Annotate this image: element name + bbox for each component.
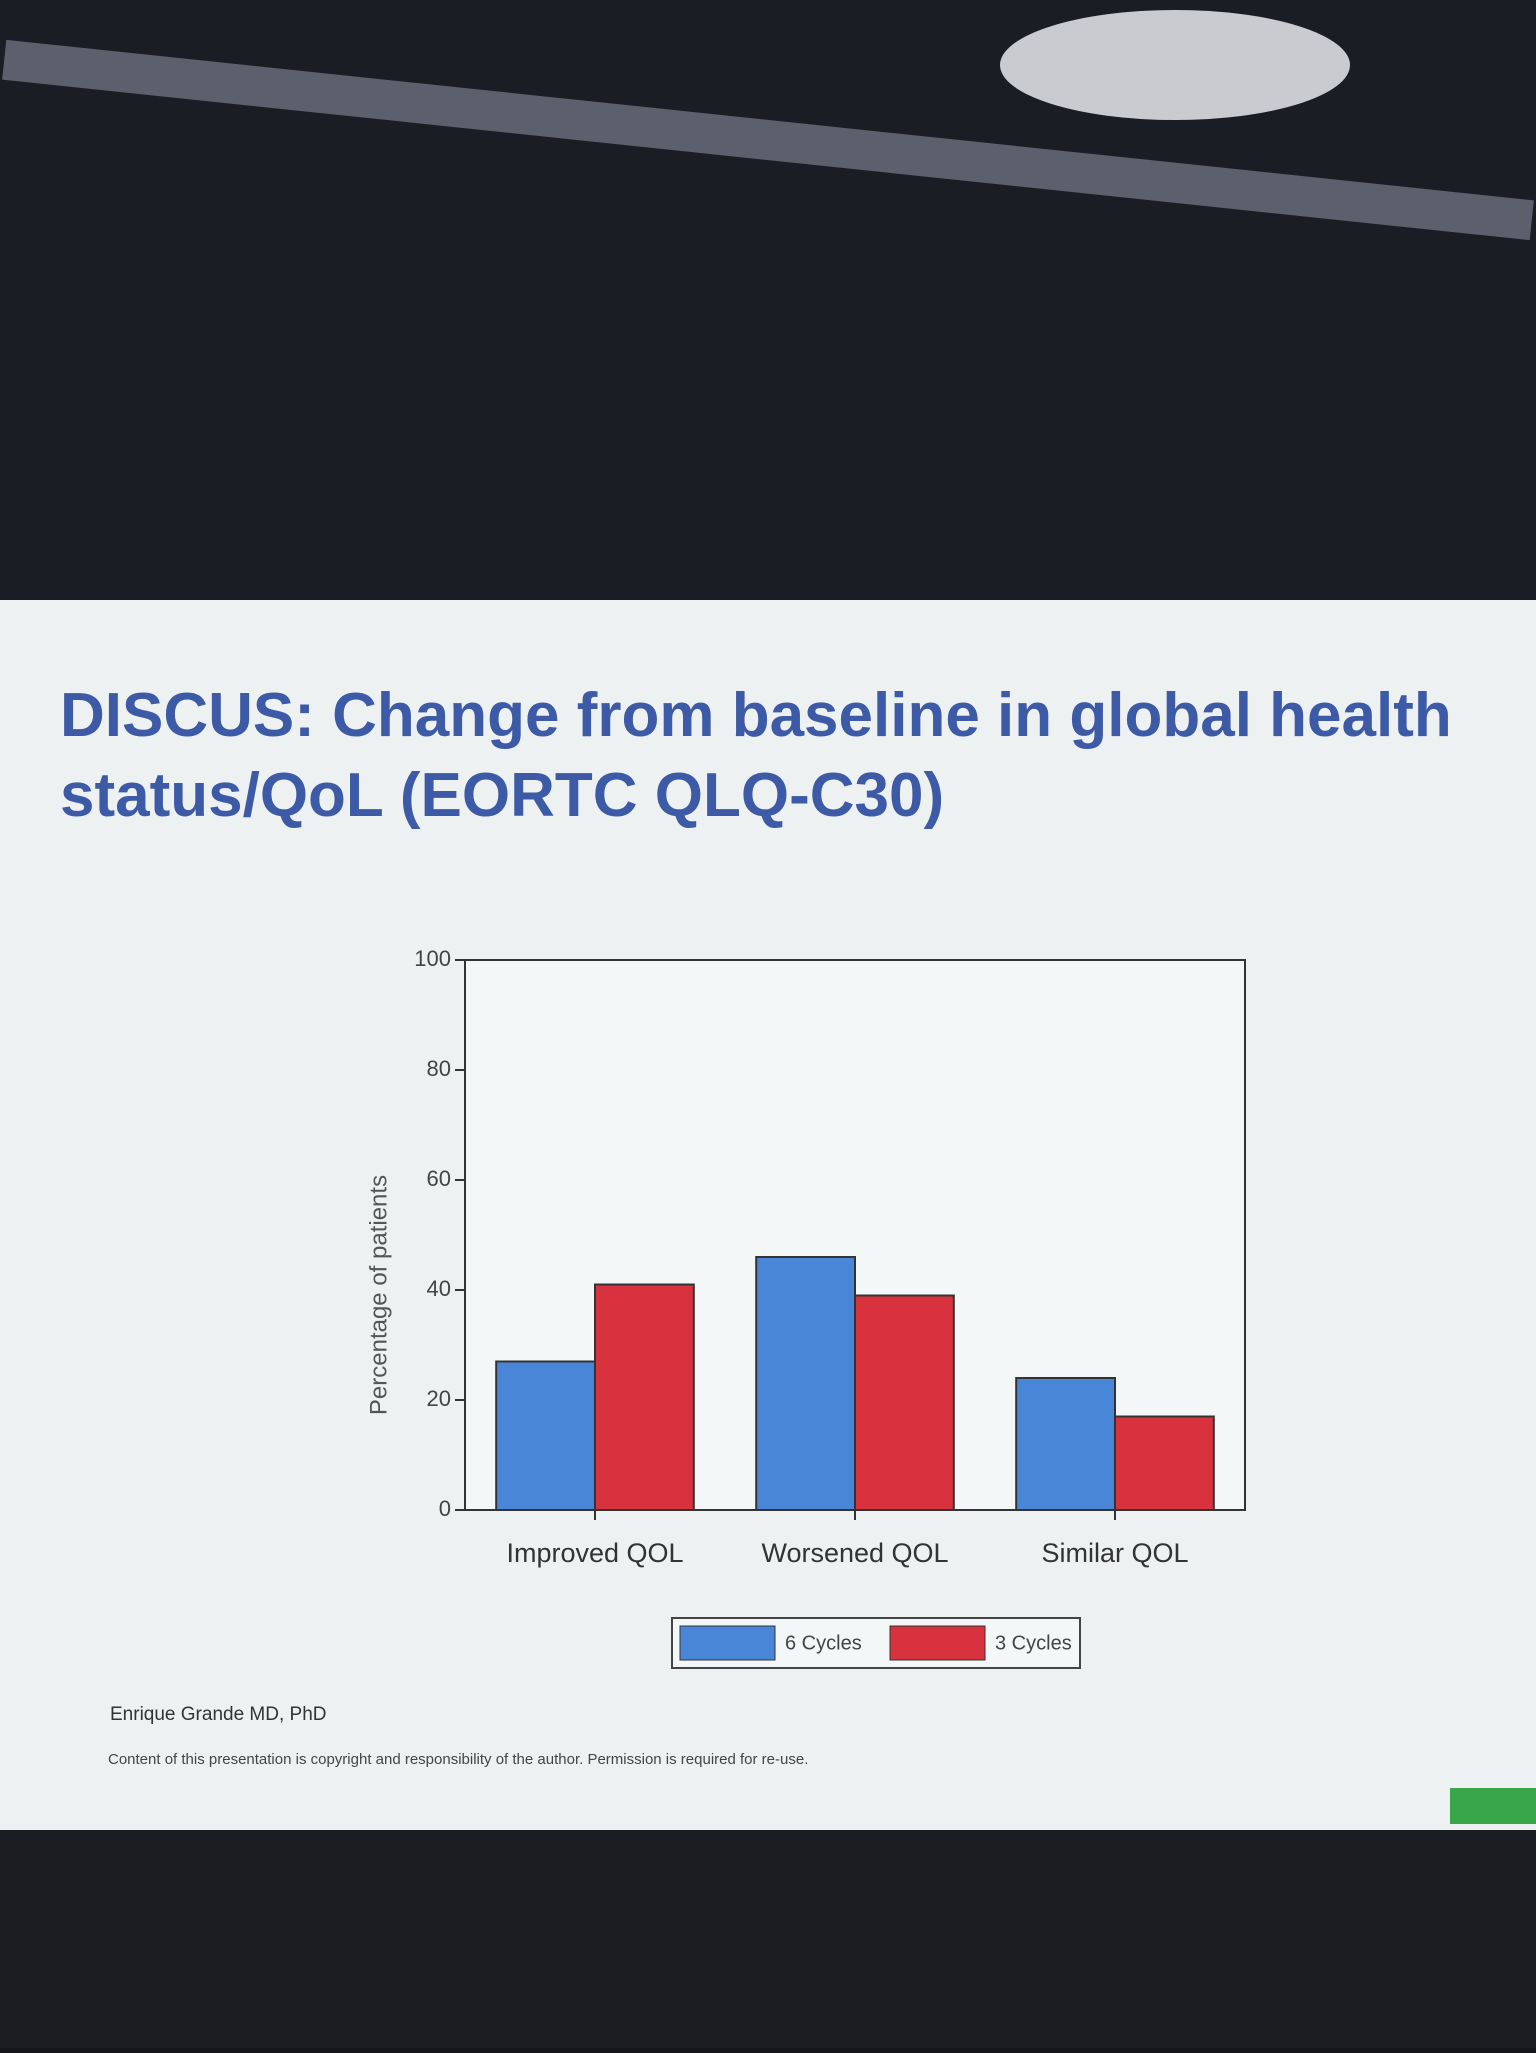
bar — [1114, 1415, 1215, 1511]
y-tick-label: 80 — [427, 1056, 451, 1081]
congress-logo — [1450, 1788, 1536, 1824]
slide-title: DISCUS: Change from baseline in global h… — [60, 681, 1452, 830]
y-tick-label: 20 — [427, 1386, 451, 1411]
y-axis-label: Percentage of patients — [365, 1175, 392, 1415]
copyright-notice: Content of this presentation is copyrigh… — [108, 1751, 808, 1768]
author: Enrique Grande MD, PhD — [110, 1704, 327, 1725]
bar — [1015, 1377, 1117, 1511]
bar — [594, 1283, 695, 1511]
y-tick-label: 0 — [439, 1496, 451, 1521]
x-tick-label: Improved QOL — [506, 1538, 683, 1568]
legend-swatch — [679, 1625, 776, 1661]
bar — [854, 1294, 955, 1511]
bar — [495, 1360, 597, 1511]
ceiling-beam — [2, 39, 1534, 241]
x-tick-label: Similar QOL — [1041, 1538, 1188, 1568]
legend-label: 6 Cycles — [785, 1632, 862, 1654]
y-tick-label: 100 — [414, 946, 451, 971]
legend-swatch — [889, 1625, 986, 1661]
bar — [755, 1256, 857, 1511]
y-tick-label: 40 — [427, 1276, 451, 1301]
ceiling-vent — [1000, 10, 1350, 120]
x-tick-label: Worsened QOL — [761, 1538, 948, 1568]
y-tick-label: 60 — [427, 1166, 451, 1191]
legend-label: 3 Cycles — [995, 1632, 1072, 1654]
stage — [0, 1830, 1536, 2048]
